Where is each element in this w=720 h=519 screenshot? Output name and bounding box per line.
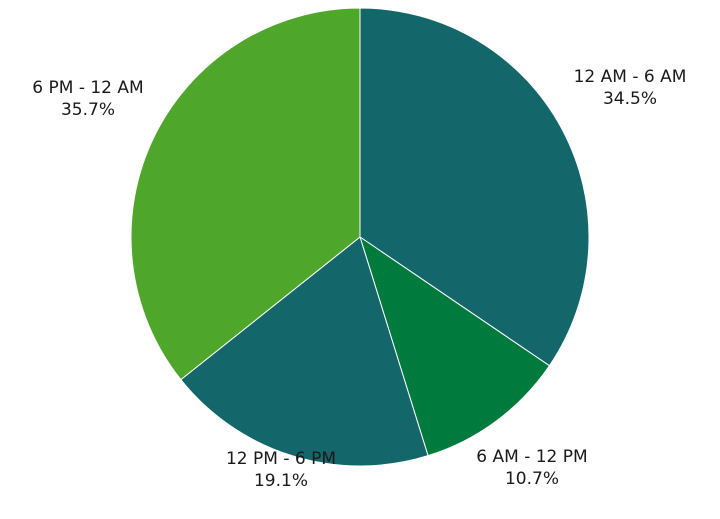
slice-value-label: 19.1% <box>254 471 308 491</box>
pie-slice-3 <box>180 236 429 467</box>
pie-slice-1 <box>359 7 590 367</box>
slice-label-3: 12 PM - 6 PM 19.1% <box>226 449 336 491</box>
slice-category-label: 6 PM - 12 AM <box>32 78 143 98</box>
slice-category-label: 12 PM - 6 PM <box>226 449 336 469</box>
pie-slice-4 <box>130 7 361 381</box>
slice-category-label: 6 AM - 12 PM <box>476 447 587 467</box>
pie-slice-2 <box>359 235 551 457</box>
slice-label-1: 12 AM - 6 AM 34.5% <box>574 67 687 109</box>
pie-slices <box>130 7 590 467</box>
slice-value-label: 35.7% <box>61 100 115 120</box>
slice-value-label: 10.7% <box>505 469 559 489</box>
slice-label-2: 6 AM - 12 PM 10.7% <box>476 447 587 489</box>
slice-value-label: 34.5% <box>603 89 657 109</box>
pie-labels: 12 AM - 6 AM 34.5% 6 AM - 12 PM 10.7% 12 PM … <box>32 67 686 491</box>
slice-category-label: 12 AM - 6 AM <box>574 67 687 87</box>
slice-label-4: 6 PM - 12 AM 35.7% <box>32 78 143 120</box>
